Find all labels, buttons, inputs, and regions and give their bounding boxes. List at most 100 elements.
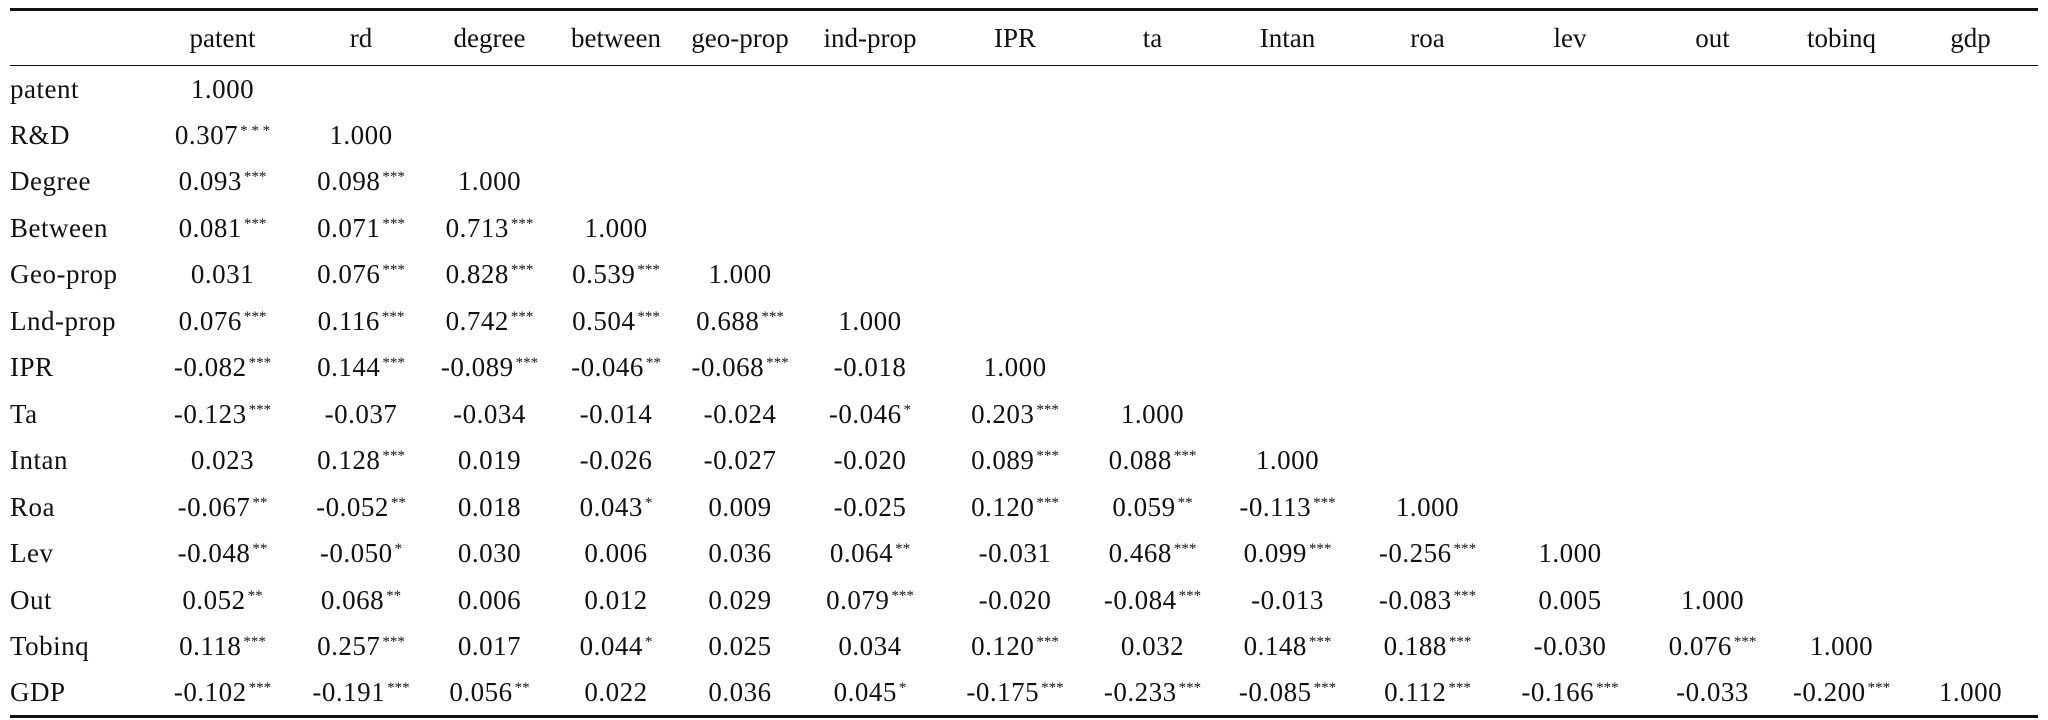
correlation-cell (295, 66, 427, 113)
correlation-cell: -0.020 (940, 577, 1090, 624)
correlation-cell (427, 66, 552, 113)
correlation-cell (940, 112, 1090, 159)
table-row: Out 0.052 ** 0.068 ** 0.006 0.012 0.029 0.079 ***… (10, 577, 2038, 624)
correlation-cell (800, 112, 940, 159)
significance-stars: *** (1867, 680, 1891, 696)
correlation-cell (1903, 531, 2038, 578)
correlation-cell: 0.120 *** (940, 484, 1090, 531)
correlation-cell: -0.191 *** (295, 670, 427, 717)
significance-stars: *** (382, 634, 405, 651)
correlation-cell (1495, 391, 1645, 438)
correlation-cell (1090, 345, 1215, 392)
correlation-cell (1780, 298, 1903, 345)
correlation-cell (1903, 391, 2038, 438)
correlation-cell: 0.081 *** (150, 205, 295, 252)
significance-stars: *** (1173, 541, 1197, 558)
correlation-cell: 0.029 (680, 577, 800, 624)
significance-stars: ** (645, 355, 661, 372)
correlation-table: patent rd degree between geo-prop ind-prop IPR… (10, 8, 2038, 718)
correlation-cell: 0.059 ** (1090, 484, 1215, 531)
column-header-ta: ta (1142, 22, 1163, 53)
row-label: Roa (10, 491, 55, 522)
column-header-geo-prop: geo-prop (691, 22, 789, 53)
significance-stars: *** (1453, 587, 1477, 604)
correlation-cell: 1.000 (1645, 577, 1780, 624)
column-header-rd: rd (349, 22, 373, 53)
correlation-cell: 0.006 (552, 531, 680, 578)
correlation-value: 1.000 (1255, 445, 1320, 476)
correlation-cell (1903, 112, 2038, 159)
correlation-cell: 0.539 *** (552, 252, 680, 299)
significance-stars: ** (390, 494, 406, 511)
significance-stars: *** (387, 680, 410, 696)
correlation-cell (940, 66, 1090, 113)
significance-stars: *** (243, 634, 266, 651)
correlation-cell (427, 112, 552, 159)
significance-stars: * (903, 401, 912, 418)
correlation-cell: 0.148 *** (1215, 624, 1360, 671)
correlation-value: 0.468 (1108, 538, 1172, 569)
correlation-cell (1495, 159, 1645, 206)
correlation-cell: 0.093 *** (150, 159, 295, 206)
correlation-value: 0.076 (1668, 631, 1732, 662)
correlation-cell (1495, 112, 1645, 159)
column-header-gdp: gdp (1950, 22, 1991, 53)
correlation-value: 0.713 (445, 212, 509, 243)
correlation-cell: 0.056 ** (427, 670, 552, 717)
significance-stars: *** (1308, 541, 1332, 558)
correlation-value: 1.000 (708, 259, 772, 290)
correlation-value: -0.113 (1239, 491, 1312, 522)
correlation-value: 0.034 (838, 631, 902, 662)
correlation-value: 0.188 (1383, 631, 1447, 662)
significance-stars: *** (1448, 680, 1471, 696)
significance-stars: *** (382, 355, 405, 372)
correlation-cell (1780, 438, 1903, 485)
correlation-cell (1903, 159, 2038, 206)
correlation-cell: 1.000 (1215, 438, 1360, 485)
correlation-cell: 0.089 *** (940, 438, 1090, 485)
correlation-cell: 1.000 (800, 298, 940, 345)
correlation-value: 0.079 (826, 584, 890, 615)
correlation-value: -0.024 (703, 398, 777, 429)
correlation-value: -0.200 (1792, 677, 1866, 707)
correlation-cell: 0.076 *** (295, 252, 427, 299)
correlation-value: 0.257 (317, 631, 381, 662)
correlation-cell: -0.067 ** (150, 484, 295, 531)
significance-stars: *** (382, 448, 405, 465)
significance-stars: *** (1733, 634, 1757, 651)
correlation-cell: 1.000 (1903, 670, 2038, 717)
correlation-cell (1903, 624, 2038, 671)
significance-stars: * (644, 634, 653, 651)
column-header-patent: patent (189, 22, 256, 53)
correlation-value: -0.020 (833, 445, 907, 476)
correlation-cell: -0.083 *** (1360, 577, 1495, 624)
significance-stars: *** (1178, 680, 1202, 696)
row-label: Tobinq (10, 631, 90, 662)
correlation-value: 0.029 (708, 584, 772, 615)
correlation-value: -0.034 (453, 398, 526, 429)
correlation-cell (1090, 112, 1215, 159)
correlation-cell: 0.052 ** (150, 577, 295, 624)
correlation-cell: -0.113 *** (1215, 484, 1360, 531)
correlation-value: 0.539 (572, 259, 636, 290)
correlation-cell: -0.082 *** (150, 345, 295, 392)
correlation-value: -0.084 (1103, 584, 1177, 615)
correlation-cell: 1.000 (295, 112, 427, 159)
significance-stars: *** (1041, 680, 1064, 696)
column-header-out: out (1695, 22, 1730, 53)
significance-stars: * (394, 541, 403, 558)
significance-stars: *** (1448, 634, 1472, 651)
correlation-value: 0.118 (179, 631, 242, 662)
significance-stars: *** (637, 262, 660, 279)
correlation-cell: 0.144 *** (295, 345, 427, 392)
correlation-cell: -0.031 (940, 531, 1090, 578)
correlation-cell: 0.828 *** (427, 252, 552, 299)
correlation-cell: 0.022 (552, 670, 680, 717)
column-header-degree: degree (453, 22, 526, 53)
correlation-cell (1645, 298, 1780, 345)
table-row: Lev -0.048 ** -0.050 * 0.030 0.006 0.036 0.064 **… (10, 531, 2038, 578)
row-label: GDP (10, 677, 66, 707)
correlation-cell: -0.034 (427, 391, 552, 438)
correlation-cell (1780, 577, 1903, 624)
correlation-cell (1903, 345, 2038, 392)
